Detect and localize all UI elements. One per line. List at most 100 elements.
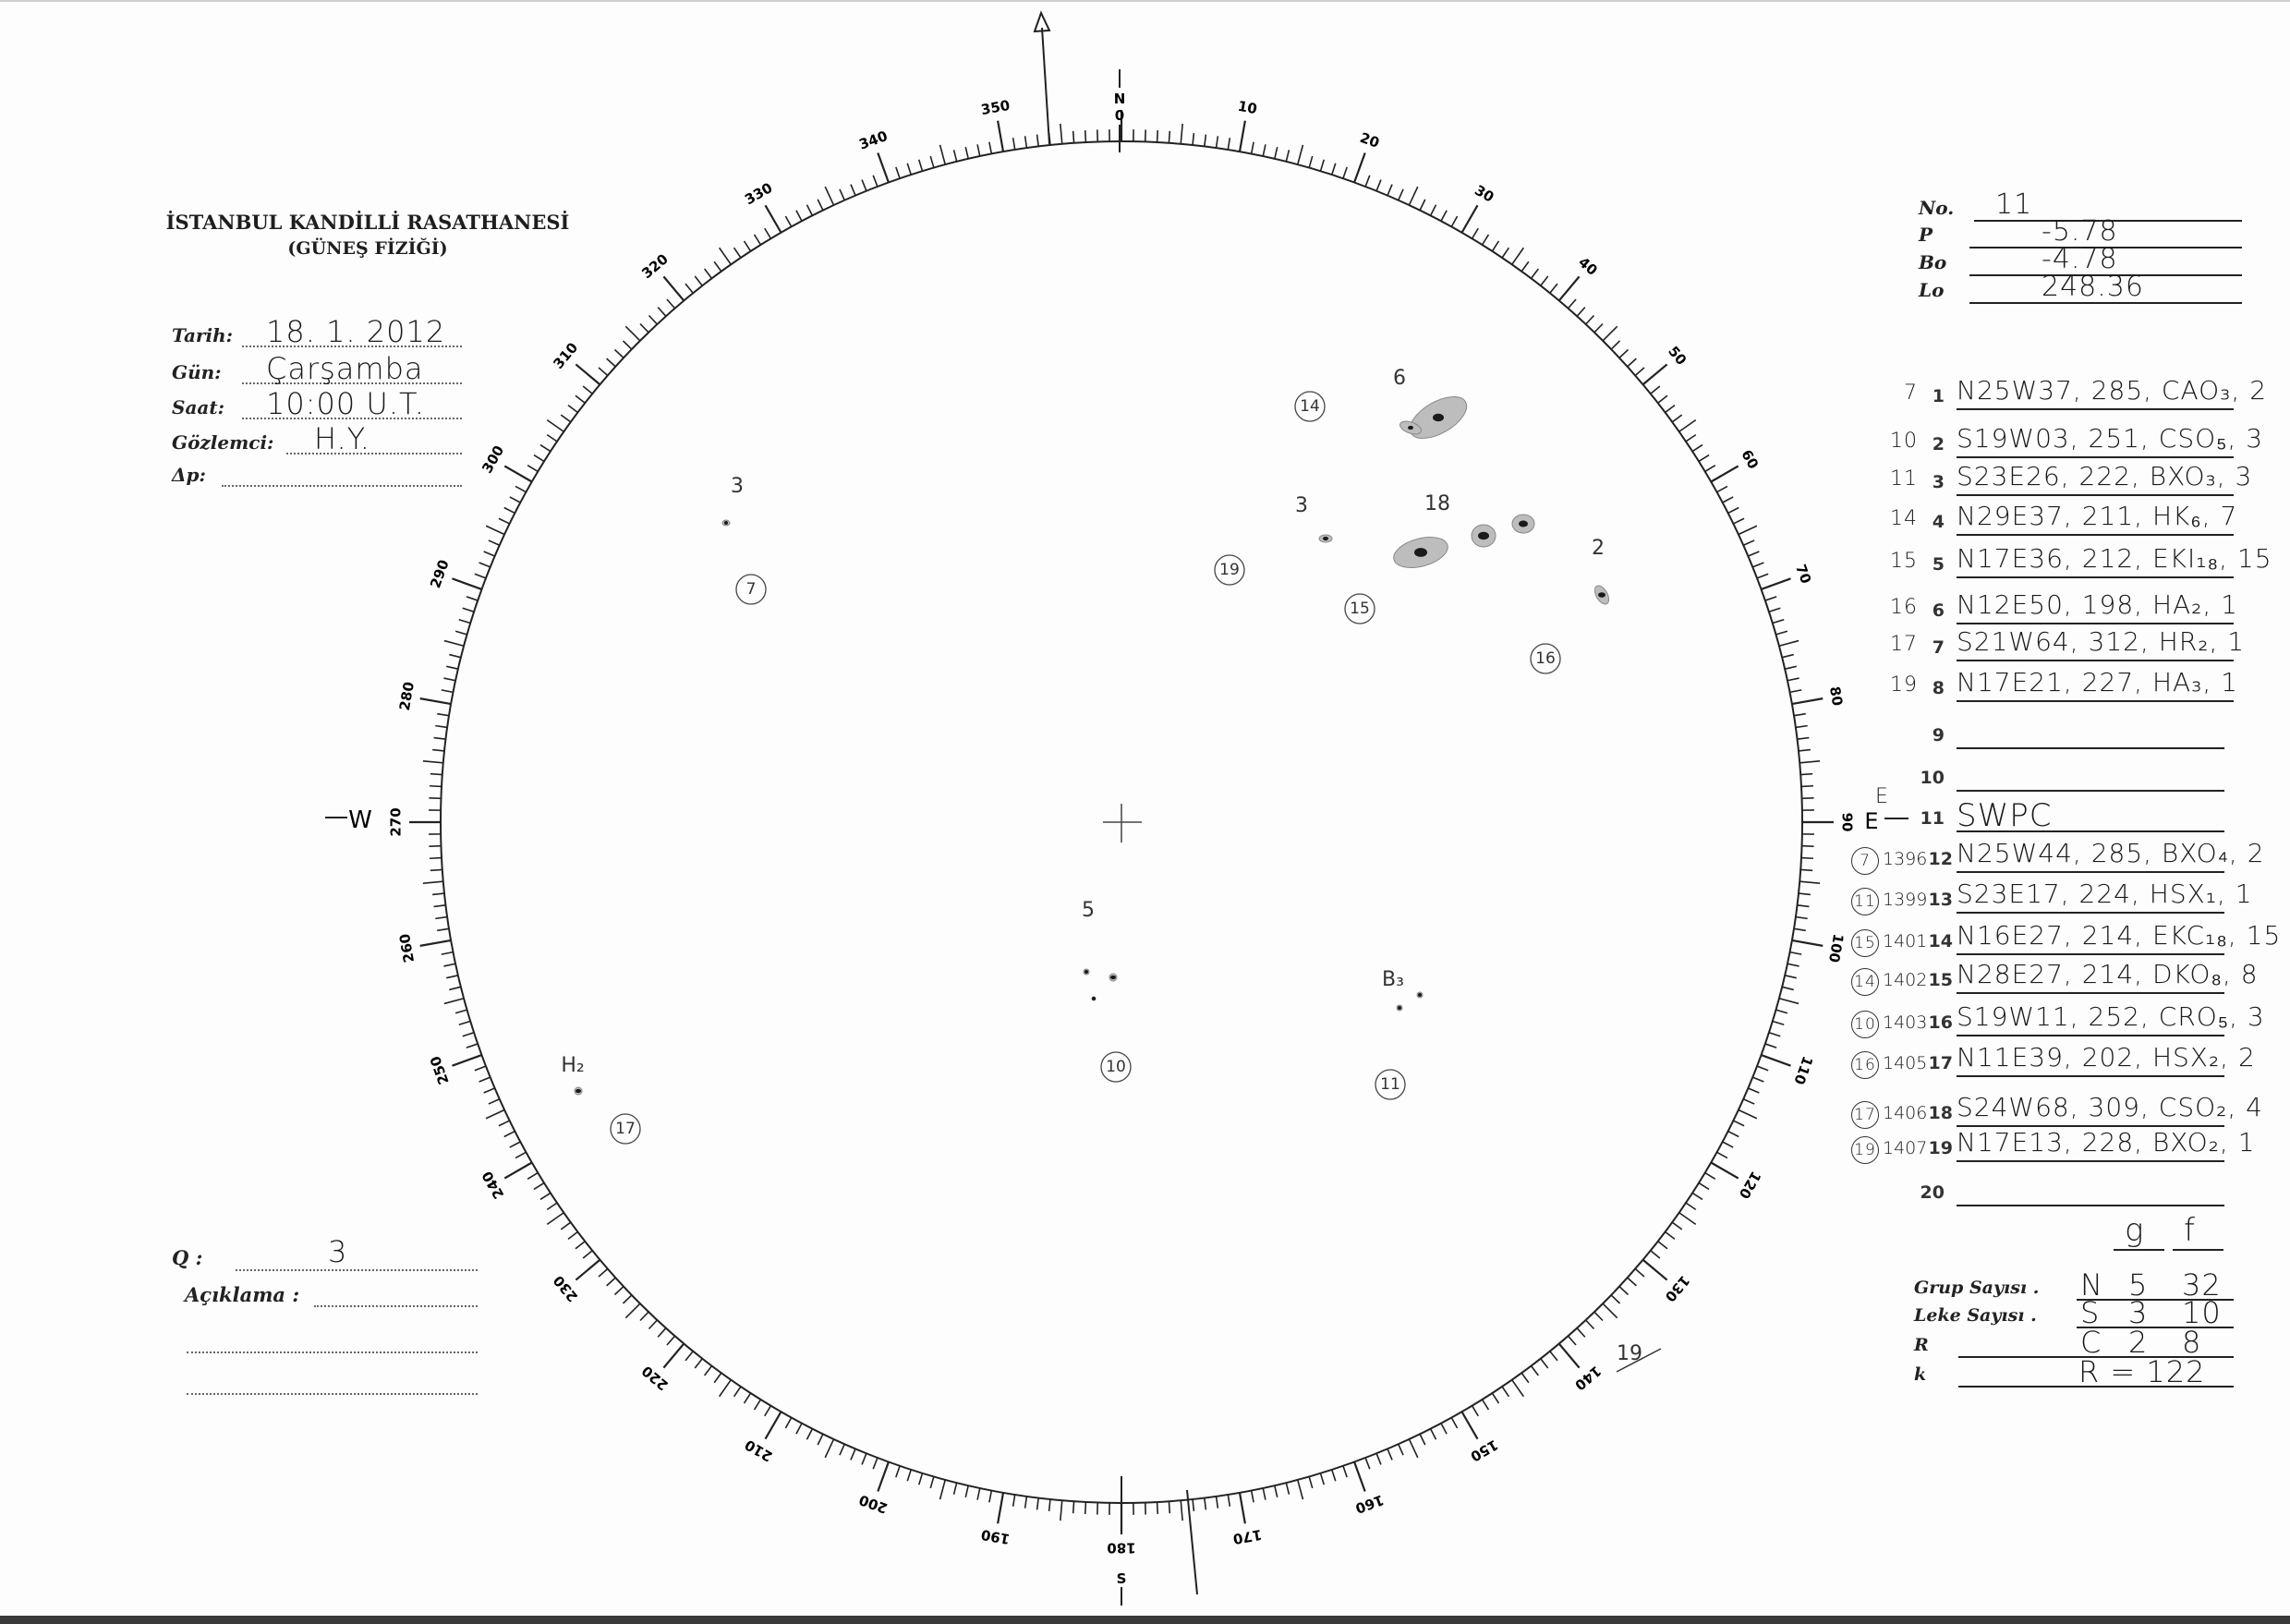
sunspot-umbra [576,1088,581,1094]
scale-tick [976,1487,981,1500]
scale-tick [446,975,459,979]
row-index: 10 [1920,768,1945,788]
group-description[interactable]: N11E39, 202, HSX₂, 2 [1957,1042,2256,1073]
group-description[interactable]: S24W68, 309, CSO₂, 4 [1957,1092,2263,1122]
remarks-line-3[interactable] [187,1393,478,1395]
sunspot-umbra [1323,536,1328,541]
scale-tick [988,1490,993,1503]
scale-tick [694,275,703,286]
scale-tick [1387,1448,1393,1460]
group-description[interactable]: S19W11, 252, CRO₅, 3 [1957,1001,2265,1032]
scale-tick [488,1098,501,1105]
scale-tick [1387,184,1393,196]
sunspot-umbra [1418,993,1422,997]
ephemeris-value[interactable]: -4.78 [2042,243,2118,275]
group-description[interactable]: N12E50, 198, HA₂, 1 [1957,589,2238,620]
group-description[interactable]: SWPC [1957,797,2053,834]
remarks-label: Açıklama : [185,1283,300,1306]
scale-tick [1671,1221,1683,1230]
scale-tick [441,689,454,694]
disk-annotation: 11 [1380,1075,1400,1094]
scale-label: 230 [550,1272,581,1305]
scale-tick [485,1109,505,1120]
group-count-value[interactable]: 2 [2128,1325,2149,1360]
group-description[interactable]: N17E21, 227, HA₃, 1 [1957,667,2238,697]
scale-tick [1262,144,1266,157]
disk-annotation: 15 [1350,600,1370,618]
ephemeris-value[interactable]: 248.36 [2042,271,2144,303]
row-index: 6 [1932,600,1945,621]
noaa-number: 1406 [1883,1103,1928,1123]
group-description[interactable]: N29E37, 211, HK₆, 7 [1957,501,2238,531]
scale-tick [1024,136,1028,149]
scale-tick [1704,465,1716,473]
scale-tick [1238,1492,1246,1524]
scale-tick [1398,188,1404,201]
group-description[interactable]: N28E27, 214, DKO₈, 8 [1957,959,2259,989]
group-ref: 11 [1890,467,1918,491]
totals-label: k [1914,1364,1927,1385]
field-value-2[interactable]: 10:00 U.T. [266,386,425,421]
scale-label: 200 [857,1491,891,1517]
scale-label: 100 [1825,932,1847,963]
disk-annotation: 2 [1592,537,1605,560]
scale-tick [1798,892,1811,896]
scale-tick [1491,240,1500,252]
group-description[interactable]: S23E26, 222, BXO₃, 3 [1957,461,2253,491]
row-line [1957,747,2224,749]
row-index: 8 [1932,678,1945,698]
field-value-0[interactable]: 18. 1. 2012 [266,314,446,349]
field-value-1[interactable]: Çarşamba [266,351,424,386]
scale-tick [527,465,539,473]
group-description[interactable]: N25W37, 285, CAO₃, 2 [1957,375,2268,406]
group-description[interactable]: S23E17, 224, HSX₁, 1 [1957,879,2253,909]
row-line [1957,1075,2224,1077]
scale-tick [662,1342,685,1369]
group-description[interactable]: N25W44, 285, BXO₄, 2 [1957,838,2265,868]
scale-tick [1530,268,1540,279]
scale-tick [1678,419,1697,432]
scale-tick [1585,1319,1595,1330]
scale-tick [1567,298,1577,309]
spot-count-value[interactable]: 10 [2182,1295,2222,1330]
remarks-line-1[interactable] [314,1305,478,1307]
scale-tick [753,234,762,246]
scale-tick [1072,130,1075,143]
group-description[interactable]: S19W03, 251, CSO₅, 3 [1957,423,2264,454]
group-description[interactable]: S21W64, 312, HR₂, 1 [1957,626,2246,657]
scale-tick [1733,517,1745,525]
group-description[interactable]: N16E27, 214, EKC₁₈, 15 [1957,920,2282,951]
scale-tick [1657,394,1668,404]
scale-tick [1784,665,1797,670]
spot-count-value[interactable]: 8 [2182,1325,2202,1360]
field-label: Saat: [172,396,224,418]
row-index: 1 [1932,386,1945,406]
row-index: 5 [1932,554,1945,575]
spot-count-value[interactable]: 32 [2182,1267,2222,1303]
scale-tick [1748,1087,1760,1094]
scale-tick [1698,454,1710,463]
south-marker: S [1117,1476,1198,1606]
row-index: 4 [1932,512,1945,532]
sunspot-number-value[interactable]: R = 122 [2078,1354,2206,1389]
scale-tick [1691,443,1703,453]
remarks-line-2[interactable] [187,1351,478,1353]
scale-tick [443,639,465,648]
group-description[interactable]: N17E36, 212, EKI₁₈, 15 [1957,543,2272,574]
group-description[interactable]: N17E13, 228, BXO₂, 1 [1957,1127,2256,1157]
group-count-value[interactable]: 5 [2128,1267,2149,1303]
field-value-3[interactable]: H.Y. [314,421,370,456]
scale-tick [952,150,958,163]
ephemeris-value[interactable]: -5.78 [2042,215,2118,248]
scale-tick [1471,227,1479,239]
ephemeris-value[interactable]: 11 [1995,188,2033,221]
group-ref: 16 [1890,596,1918,619]
scale-tick [498,1120,510,1127]
scale-tick [1634,367,1645,377]
group-count-value[interactable]: 3 [2128,1295,2149,1330]
scale-tick [733,1386,742,1398]
scale-label: 20 [1358,129,1382,151]
scale-tick [488,539,501,546]
quality-value[interactable]: 3 [328,1234,348,1269]
west-label: W [348,806,372,834]
